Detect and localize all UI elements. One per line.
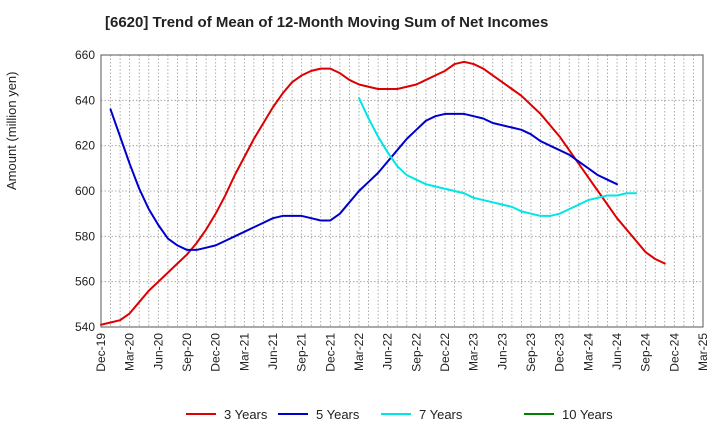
legend: 3 Years 5 Years 7 Years 10 Years <box>186 407 613 422</box>
x-tick-labels: Dec-19 Mar-20 Jun-20 Sep-20 Dec-20 Mar-21 Jun-… <box>94 333 710 372</box>
plot-frame <box>100 54 704 328</box>
x-tick-label: Sep-22 <box>409 333 423 372</box>
x-tick-label: Mar-23 <box>467 333 481 371</box>
x-tick-label: Jun-24 <box>610 333 624 370</box>
y-tick-label: 600 <box>75 184 95 198</box>
y-tick-label: 580 <box>75 229 95 243</box>
x-tick-label: Jun-22 <box>381 333 395 370</box>
x-tick-label: Sep-24 <box>639 333 653 372</box>
y-tick-label: 560 <box>75 275 95 289</box>
legend-label: 3 Years <box>224 407 268 422</box>
chart-title: [6620] Trend of Mean of 12-Month Moving … <box>105 14 549 31</box>
grid-lines <box>100 54 704 328</box>
series-line-7-years <box>358 97 638 217</box>
y-tick-label: 660 <box>75 48 95 62</box>
series-lines <box>100 60 666 326</box>
series-line-3-years <box>100 60 666 326</box>
x-tick-label: Dec-21 <box>323 333 337 372</box>
x-tick-label: Jun-20 <box>151 333 165 370</box>
x-tick-label: Sep-20 <box>180 333 194 372</box>
x-tick-label: Mar-24 <box>581 333 595 371</box>
x-tick-label: Sep-23 <box>524 333 538 372</box>
x-tick-label: Mar-20 <box>123 333 137 371</box>
legend-label: 7 Years <box>419 407 463 422</box>
x-tick-label: Jun-23 <box>495 333 509 370</box>
series-line-5-years <box>109 108 618 251</box>
y-tick-label: 620 <box>75 139 95 153</box>
x-tick-label: Jun-21 <box>266 333 280 370</box>
legend-label: 5 Years <box>316 407 360 422</box>
y-tick-label: 640 <box>75 93 95 107</box>
x-tick-label: Dec-20 <box>209 333 223 372</box>
legend-label: 10 Years <box>562 407 613 422</box>
x-tick-label: Sep-21 <box>295 333 309 372</box>
x-tick-label: Dec-22 <box>438 333 452 372</box>
x-tick-label: Mar-21 <box>237 333 251 371</box>
y-tick-labels: 540 560 580 600 620 640 660 <box>75 48 95 334</box>
y-tick-label: 540 <box>75 320 95 334</box>
x-tick-label: Dec-23 <box>553 333 567 372</box>
x-tick-label: Mar-22 <box>352 333 366 371</box>
x-tick-label: Dec-24 <box>667 333 681 372</box>
x-tick-label: Dec-19 <box>94 333 108 372</box>
x-tick-label: Mar-25 <box>696 333 710 371</box>
